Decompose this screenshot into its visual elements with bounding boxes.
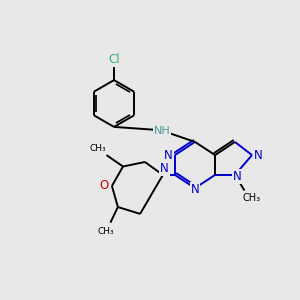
Text: NH: NH bbox=[154, 126, 170, 136]
Text: CH₃: CH₃ bbox=[90, 144, 106, 153]
Text: CH₃: CH₃ bbox=[98, 226, 114, 236]
Text: CH₃: CH₃ bbox=[242, 193, 260, 203]
Text: N: N bbox=[190, 183, 200, 196]
Text: N: N bbox=[160, 162, 169, 175]
Text: N: N bbox=[254, 148, 263, 162]
Text: O: O bbox=[100, 179, 109, 192]
Text: N: N bbox=[164, 148, 173, 162]
Text: N: N bbox=[233, 170, 242, 183]
Text: Cl: Cl bbox=[108, 52, 120, 66]
